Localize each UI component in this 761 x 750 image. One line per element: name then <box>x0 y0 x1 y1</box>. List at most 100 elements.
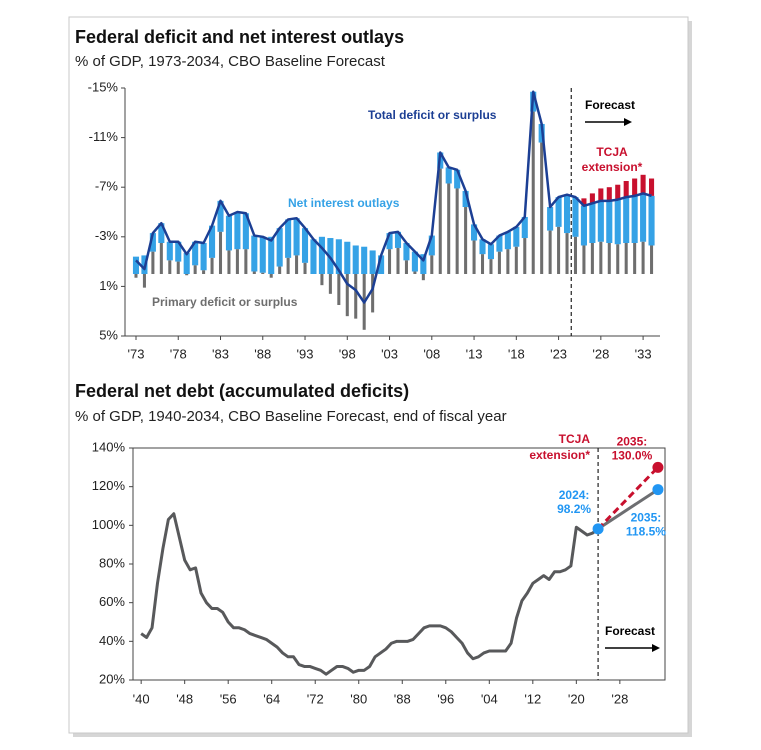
primary-bar <box>210 257 214 274</box>
tcja-bar <box>615 184 621 200</box>
interest-bar <box>606 200 613 243</box>
primary-bar <box>523 238 527 274</box>
primary-bar <box>388 249 392 274</box>
primary-bar <box>421 274 425 281</box>
y-tick-label: -7% <box>95 179 119 194</box>
y-tick-label: 40% <box>99 633 125 648</box>
interest-bar <box>378 255 385 274</box>
primary-bar <box>590 243 594 274</box>
interest-bar <box>268 236 275 274</box>
primary-bar <box>624 243 628 274</box>
x-tick-label: '23 <box>550 346 567 361</box>
tcja-bar <box>632 178 638 196</box>
primary-bar <box>650 245 654 274</box>
interest-bar <box>631 195 638 243</box>
primary-bar <box>252 271 256 274</box>
primary-bar <box>514 246 518 274</box>
interest-bar <box>589 203 596 243</box>
primary-bar <box>447 183 451 274</box>
primary-bar <box>641 241 645 274</box>
primary-bar <box>142 274 146 288</box>
primary-bar <box>404 260 408 274</box>
x-tick-label: '18 <box>508 346 525 361</box>
y-tick-label: -15% <box>88 79 119 94</box>
x-tick-label: '80 <box>350 691 367 706</box>
x-tick-label: '96 <box>437 691 454 706</box>
y-tick-label: -11% <box>89 129 119 144</box>
tcja-bar <box>640 174 646 194</box>
primary-bar <box>278 266 282 274</box>
chart-title: Federal deficit and net interest outlays <box>75 27 404 47</box>
series-label: extension* <box>529 448 590 462</box>
point-label: 2035: <box>631 511 662 525</box>
x-tick-label: '40 <box>133 691 150 706</box>
primary-bar <box>540 142 544 274</box>
primary-bar <box>548 230 552 274</box>
interest-bar <box>259 236 266 273</box>
x-tick-label: '28 <box>592 346 609 361</box>
y-tick-label: 120% <box>92 478 126 493</box>
interest-bar <box>335 239 342 274</box>
primary-bar <box>159 243 163 274</box>
x-tick-label: '04 <box>481 691 498 706</box>
x-tick-label: '08 <box>423 346 440 361</box>
primary-bar <box>607 243 611 274</box>
y-tick-label: 60% <box>99 594 125 609</box>
interest-bar <box>149 233 156 252</box>
primary-bar <box>185 274 189 276</box>
interest-bar <box>344 241 351 274</box>
primary-bar <box>371 274 375 313</box>
primary-bar <box>168 260 172 274</box>
primary-bar <box>480 254 485 274</box>
primary-bar <box>202 270 206 274</box>
primary-bar <box>455 188 459 274</box>
interest-bar <box>597 200 604 242</box>
debt-line <box>140 512 600 676</box>
interest-bar <box>285 219 292 258</box>
primary-bar <box>269 274 273 278</box>
point-label: 2024: <box>559 488 590 502</box>
series-label: Primary deficit or surplus <box>152 295 298 309</box>
point-marker <box>592 523 604 535</box>
interest-bar <box>563 194 571 234</box>
primary-bar <box>286 257 290 274</box>
interest-bar <box>420 254 427 274</box>
primary-bar <box>134 274 138 278</box>
interest-bar <box>175 241 182 262</box>
x-tick-label: '98 <box>339 346 356 361</box>
point-marker <box>652 461 664 473</box>
primary-bar <box>464 207 468 274</box>
interest-bar <box>276 228 283 267</box>
interest-bar <box>487 244 495 260</box>
chart-subtitle: % of GDP, 1940-2034, CBO Baseline Foreca… <box>75 408 507 425</box>
x-tick-label: '72 <box>307 691 324 706</box>
interest-bar <box>192 241 199 266</box>
x-tick-label: '83 <box>212 346 229 361</box>
primary-bar <box>489 259 493 274</box>
interest-bar <box>547 207 554 231</box>
primary-bar <box>531 111 535 274</box>
x-tick-label: '03 <box>381 346 398 361</box>
y-tick-label: 100% <box>92 517 126 532</box>
primary-bar <box>599 241 603 274</box>
interest-bar <box>225 215 232 251</box>
primary-bar <box>497 251 501 274</box>
tcja-bar <box>598 188 604 201</box>
interest-bar <box>200 243 207 271</box>
primary-bar <box>472 240 476 274</box>
card <box>68 16 689 734</box>
series-label: Net interest outlays <box>288 196 400 210</box>
primary-bar <box>218 231 223 274</box>
x-tick-label: '88 <box>254 346 271 361</box>
series-label: TCJA <box>559 432 591 446</box>
interest-bar <box>521 216 528 239</box>
primary-bar <box>354 274 358 319</box>
x-tick-label: '12 <box>524 691 541 706</box>
forecast-arrow-head <box>624 118 632 126</box>
forecast-label: Forecast <box>585 98 635 112</box>
primary-bar <box>396 247 400 274</box>
interest-bar <box>454 169 461 189</box>
primary-bar <box>193 265 197 274</box>
x-tick-label: '13 <box>466 346 483 361</box>
forecast-arrow-head <box>652 644 660 652</box>
